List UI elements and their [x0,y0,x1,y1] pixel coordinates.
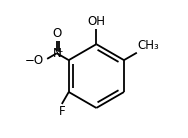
Text: +: + [57,47,63,56]
Text: −O: −O [25,54,44,67]
Text: N: N [52,47,61,60]
Text: F: F [58,105,65,118]
Text: O: O [52,27,61,40]
Text: OH: OH [87,15,105,28]
Text: CH₃: CH₃ [137,39,159,52]
